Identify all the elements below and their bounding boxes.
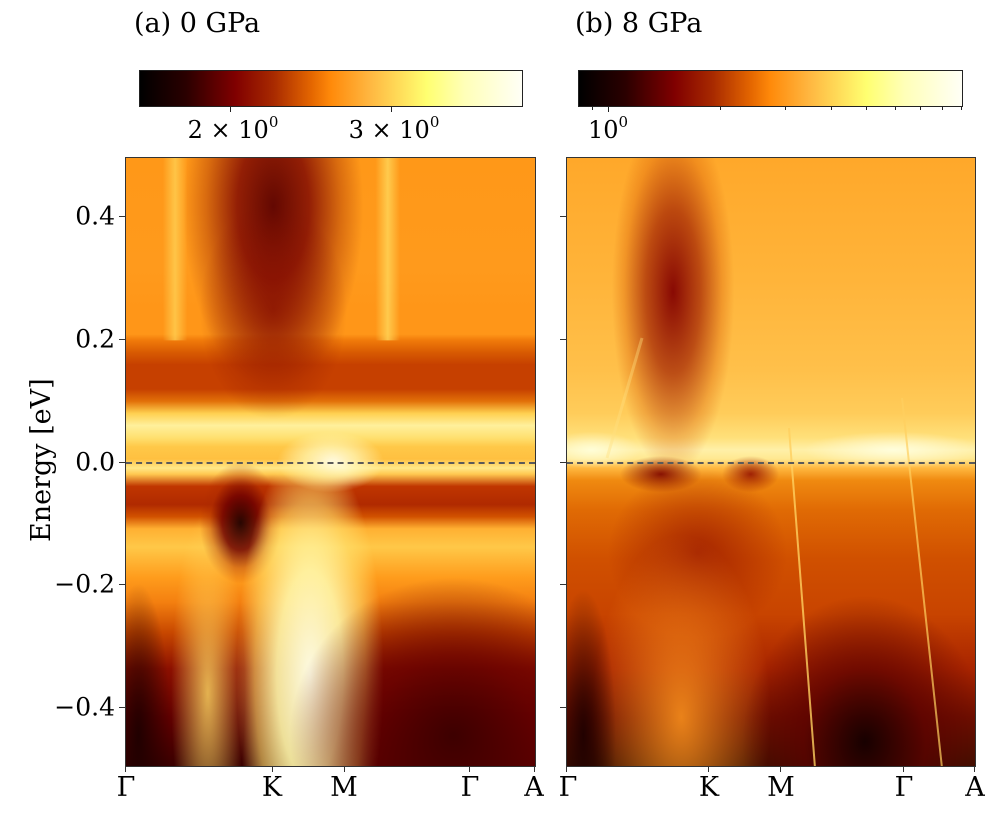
x-tick-label-b-k: K <box>698 772 720 803</box>
x-tick-label-a-k: K <box>261 772 283 803</box>
y-tick-label: −0.2 <box>54 569 115 599</box>
y-tick <box>560 339 566 341</box>
heatmap-panel-b <box>566 157 976 767</box>
colorbar-a-label-3: 3 × 100 <box>349 113 440 144</box>
colorbar-b-label-1-exp: 0 <box>618 113 629 131</box>
colorbar-b-label-1-main: 10 <box>587 116 619 144</box>
colorbar-b-minor-tick <box>592 107 593 110</box>
colorbar-b-minor-tick <box>831 107 832 110</box>
colorbar-b-tick <box>608 107 609 112</box>
y-tick-label: −0.4 <box>54 692 115 722</box>
x-tick-label-b-gamma: Γ <box>558 772 578 803</box>
x-tick <box>469 766 471 772</box>
y-tick-label: 0.4 <box>75 201 115 231</box>
colorbar-a-tick <box>230 107 231 112</box>
y-tick <box>119 462 125 464</box>
y-tick <box>119 584 125 586</box>
x-tick-label-a-m: M <box>330 772 358 803</box>
x-tick <box>344 766 346 772</box>
x-tick <box>974 766 976 772</box>
x-tick <box>708 766 710 772</box>
x-tick <box>903 766 905 772</box>
fermi-level-line-a <box>126 462 535 464</box>
colorbar-a-label-2-main: 2 × 10 <box>187 116 269 144</box>
x-tick <box>534 766 536 772</box>
x-tick <box>272 766 274 772</box>
colorbar-a-label-3-main: 3 × 10 <box>348 116 430 144</box>
colorbar-b-minor-tick <box>866 107 867 110</box>
colorbar-a <box>139 70 523 107</box>
y-tick <box>560 216 566 218</box>
colorbar-a-tick <box>391 107 392 112</box>
colorbar-b-minor-tick <box>720 107 721 110</box>
x-tick <box>566 766 568 772</box>
panel-a-title: (a) 0 GPa <box>134 8 261 39</box>
colorbar-b-label-1: 100 <box>588 113 628 144</box>
y-tick-label: 0.0 <box>75 447 115 477</box>
y-tick <box>560 462 566 464</box>
x-tick-label-b-a: A <box>965 772 985 803</box>
colorbar-a-label-2-exp: 0 <box>268 113 279 131</box>
heatmap-panel-a <box>125 157 536 767</box>
x-tick <box>125 766 127 772</box>
colorbar-b-minor-tick <box>785 107 786 110</box>
colorbar-a-label-3-exp: 0 <box>429 113 440 131</box>
colorbar-b <box>578 70 963 107</box>
x-tick-label-b-gamma2: Γ <box>894 772 914 803</box>
colorbar-b-minor-tick <box>895 107 896 110</box>
panel-b-title: (b) 8 GPa <box>575 8 703 39</box>
heatmap-b-band-lines <box>605 337 943 766</box>
y-tick-label: 0.2 <box>75 324 115 354</box>
fermi-level-line-b <box>567 462 975 464</box>
x-tick-label-a-gamma2: Γ <box>460 772 480 803</box>
x-tick-label-b-m: M <box>767 772 795 803</box>
x-tick <box>780 766 782 772</box>
y-tick <box>119 707 125 709</box>
colorbar-a-label-2: 2 × 100 <box>188 113 279 144</box>
y-tick <box>560 584 566 586</box>
x-tick-label-a-a: A <box>524 772 544 803</box>
y-tick <box>119 339 125 341</box>
colorbar-b-minor-tick <box>920 107 921 110</box>
x-tick-label-a-gamma: Γ <box>116 772 136 803</box>
colorbar-b-minor-tick <box>942 107 943 110</box>
y-tick <box>560 707 566 709</box>
y-tick <box>119 216 125 218</box>
colorbar-b-minor-tick <box>961 107 962 110</box>
